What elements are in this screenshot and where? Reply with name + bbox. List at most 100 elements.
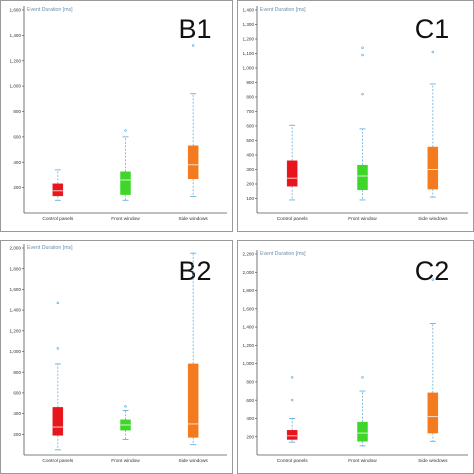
y-tick-label: 1,200 — [243, 343, 255, 348]
panel-label: B2 — [178, 256, 211, 286]
y-tick-label: 1,800 — [243, 288, 255, 293]
panel-b1: 200 400 600 800 1,000 1,200 1,400 1,600 Event Du… — [0, 0, 233, 232]
y-tick-label: 1,400 — [10, 33, 22, 38]
box-front-window — [357, 376, 368, 447]
panel-b2: 200 400 600 800 1,000 1,200 1,400 1,600 1,800 2,0… — [0, 240, 233, 474]
iqr-box — [187, 363, 199, 438]
y-tick-label: 1,200 — [10, 58, 22, 63]
y-tick-label: 400 — [246, 416, 254, 421]
y-tick-label: 400 — [13, 411, 21, 416]
y-tick-label: 1,200 — [10, 328, 22, 333]
outlier-point — [290, 376, 294, 379]
panel-c2: 200 400 600 800 1,000 1,200 1,400 1,600 1,800 2,0… — [237, 240, 474, 474]
y-tick-label: 200 — [246, 434, 254, 439]
outlier-point — [431, 278, 435, 281]
y-tick-label: 1,600 — [10, 8, 22, 13]
x-tick-label: Side windows — [178, 216, 208, 222]
x-tick-label: Front window — [348, 458, 377, 464]
y-tick-label: 200 — [246, 182, 254, 187]
x-tick-label: Front window — [111, 216, 140, 222]
y-axis-title: Event Duration [ms] — [260, 7, 306, 13]
box-control-panels — [52, 169, 64, 201]
y-tick-label: 300 — [246, 167, 254, 172]
iqr-box — [187, 145, 199, 179]
y-axis-title: Event Duration [ms] — [27, 245, 73, 251]
iqr-box — [357, 164, 368, 191]
outlier-point — [56, 347, 60, 350]
iqr-box — [52, 407, 64, 436]
iqr-box — [427, 146, 439, 190]
box-control-panels — [286, 124, 298, 201]
y-tick-label: 1,400 — [10, 308, 22, 313]
panel-label: C2 — [415, 256, 450, 286]
box-control-panels — [286, 376, 298, 443]
y-tick-label: 700 — [246, 109, 254, 114]
y-tick-label: 600 — [246, 124, 254, 129]
y-tick-label: 200 — [13, 185, 21, 190]
y-tick-label: 800 — [13, 109, 21, 114]
box-front-window — [357, 46, 368, 201]
y-tick-label: 400 — [13, 160, 21, 165]
iqr-box — [286, 160, 298, 187]
y-tick-label: 400 — [246, 153, 254, 158]
outlier-point — [191, 44, 195, 47]
y-tick-label: 800 — [246, 380, 254, 385]
box-front-window — [120, 129, 131, 201]
iqr-box — [286, 430, 298, 440]
y-tick-label: 2,000 — [10, 246, 22, 251]
outlier-point — [124, 129, 127, 132]
y-tick-label: 1,400 — [243, 8, 255, 13]
y-tick-label: 1,000 — [243, 66, 255, 71]
y-tick-label: 1,600 — [10, 287, 22, 292]
y-tick-label: 1,800 — [10, 266, 22, 271]
box-side-windows — [187, 44, 199, 197]
outlier-point — [290, 398, 294, 402]
y-tick-label: 200 — [13, 432, 21, 437]
y-tick-label: 900 — [246, 80, 254, 85]
outlier-point — [361, 376, 364, 379]
x-tick-label: Control panels — [277, 216, 309, 222]
y-tick-label: 600 — [246, 398, 254, 403]
x-tick-label: Side windows — [418, 216, 448, 222]
box-front-window — [120, 405, 131, 440]
y-tick-label: 1,000 — [10, 84, 22, 89]
iqr-box — [52, 183, 64, 197]
iqr-box — [427, 392, 439, 434]
box-control-panels — [52, 301, 64, 451]
outlier-point — [431, 50, 435, 54]
y-tick-label: 600 — [13, 391, 21, 396]
outlier-point — [361, 92, 364, 96]
outlier-point — [124, 405, 127, 408]
y-tick-label: 1,200 — [243, 37, 255, 42]
y-axis-title: Event Duration [ms] — [260, 251, 306, 257]
y-tick-label: 2,200 — [243, 252, 255, 257]
y-tick-label: 1,100 — [243, 51, 255, 56]
y-tick-label: 800 — [13, 370, 21, 375]
box-side-windows — [427, 50, 439, 198]
y-tick-label: 500 — [246, 138, 254, 143]
x-tick-label: Side windows — [178, 458, 208, 464]
x-tick-label: Control panels — [42, 216, 74, 222]
y-tick-label: 1,000 — [243, 361, 255, 366]
x-tick-label: Front window — [111, 458, 140, 464]
panel-border — [0, 0, 233, 232]
outlier-point — [361, 53, 364, 57]
y-tick-label: 800 — [246, 95, 254, 100]
y-tick-label: 600 — [13, 134, 21, 139]
iqr-box — [120, 171, 131, 195]
panel-label: C1 — [415, 14, 450, 44]
x-tick-label: Side windows — [418, 458, 448, 464]
x-tick-label: Control panels — [42, 458, 74, 464]
y-tick-label: 1,400 — [243, 325, 255, 330]
y-axis-title: Event Duration [ms] — [27, 7, 73, 13]
panel-c1: 100 200 300 400 500 600 700 800 900 1,000 1,100 1,2… — [237, 0, 474, 232]
y-tick-label: 1,300 — [243, 22, 255, 27]
box-side-windows — [427, 278, 439, 442]
box-side-windows — [187, 252, 199, 446]
y-tick-label: 1,600 — [243, 306, 255, 311]
y-tick-label: 1,000 — [10, 349, 22, 354]
iqr-box — [357, 421, 368, 442]
panel-label: B1 — [178, 14, 211, 44]
y-tick-label: 100 — [246, 196, 254, 201]
